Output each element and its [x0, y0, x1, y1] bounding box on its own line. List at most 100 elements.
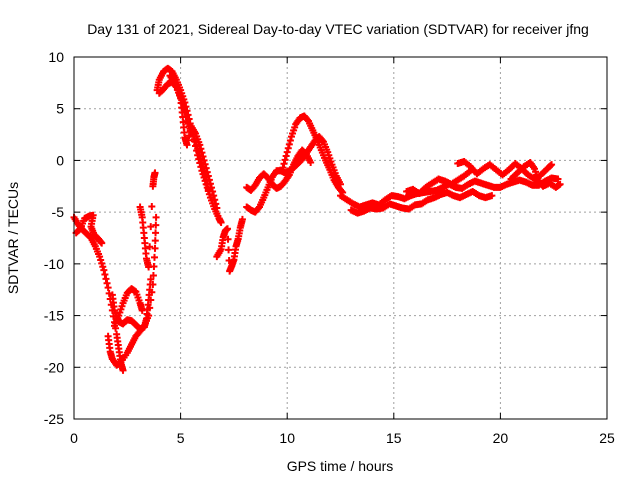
data-point [99, 263, 107, 271]
data-point [180, 104, 188, 112]
series-sat-track-4 [108, 275, 155, 333]
x-axis-label: GPS time / hours [287, 458, 394, 474]
data-point [212, 200, 220, 208]
data-point [181, 108, 189, 116]
data-point [151, 244, 159, 252]
data-point [182, 113, 190, 121]
data-point [198, 159, 206, 167]
data-point [96, 253, 104, 261]
data-point [303, 116, 311, 124]
data-point [174, 86, 182, 94]
data-point [184, 136, 192, 144]
data-point [147, 275, 155, 283]
data-point [104, 284, 112, 292]
data-point [467, 167, 475, 175]
data-point [152, 213, 160, 221]
data-point [148, 202, 156, 210]
plot-frame [73, 56, 608, 420]
data-point [192, 138, 200, 146]
x-tick-label: 20 [493, 430, 509, 446]
data-point [285, 140, 293, 148]
data-point [547, 162, 555, 170]
data-point [196, 151, 204, 159]
data-point [280, 160, 288, 168]
data-point [103, 279, 111, 287]
y-tick-label: -5 [52, 204, 65, 220]
data-point [225, 246, 233, 254]
data-point [97, 256, 105, 264]
data-point [179, 100, 187, 108]
tick-labels: 0 5 10 15 20 25 10 5 0 -5 -10 -15 -20 -25 [44, 49, 615, 446]
data-point [178, 96, 186, 104]
data-point [75, 226, 83, 234]
series-sat-track-17 [507, 158, 564, 191]
data-point [151, 237, 159, 245]
y-tick-label: -25 [44, 411, 64, 427]
series-sat-track-16 [454, 157, 556, 183]
data-point [548, 161, 556, 169]
series-sat-track-1 [70, 213, 127, 374]
series-sat-track-10 [213, 215, 246, 275]
data-point [209, 187, 217, 195]
data-point [100, 266, 108, 274]
data-point [201, 171, 209, 179]
data-point [98, 239, 106, 247]
data-point [152, 229, 160, 237]
data-point [554, 175, 562, 183]
data-point [284, 144, 292, 152]
series-sat-track-9 [166, 72, 212, 193]
data-point [147, 223, 155, 231]
data-point [217, 218, 225, 226]
data-point [145, 263, 153, 271]
data-point [176, 89, 184, 97]
data-point [224, 225, 232, 233]
y-tick-label: -15 [44, 308, 64, 324]
data-point [283, 148, 291, 156]
data-points [70, 64, 564, 374]
y-tick-label: 10 [48, 49, 64, 65]
data-point [556, 180, 564, 188]
data-point [98, 259, 106, 267]
data-point [193, 141, 201, 149]
data-point [150, 253, 158, 261]
series-sat-track-15 [347, 187, 496, 217]
data-point [254, 204, 262, 212]
data-point [238, 215, 246, 223]
x-tick-label: 25 [599, 430, 615, 446]
data-point [286, 137, 294, 145]
data-point [307, 158, 315, 166]
data-point [149, 271, 157, 279]
data-point [203, 181, 211, 189]
data-point [213, 204, 221, 212]
data-point [177, 93, 185, 101]
data-point [282, 152, 290, 160]
y-tick-label: -10 [44, 256, 64, 272]
series-sat-track-12 [243, 146, 315, 194]
data-point [488, 192, 496, 200]
x-tick-label: 5 [177, 430, 185, 446]
y-axis-label: SDTVAR / TECUs [5, 182, 21, 294]
data-point [146, 243, 154, 251]
series-sat-track-13 [279, 112, 347, 196]
data-point [202, 176, 210, 184]
y-tick-label: 5 [56, 101, 64, 117]
series-sat-track-14 [337, 174, 562, 211]
data-point [138, 306, 146, 314]
x-tick-label: 10 [279, 430, 295, 446]
data-point [195, 148, 203, 156]
data-point [197, 155, 205, 163]
data-point [152, 221, 160, 229]
data-point [210, 192, 218, 200]
data-point [151, 169, 159, 177]
series-sat-track-3 [104, 213, 160, 369]
data-point [101, 270, 109, 278]
series-sat-track-18 [403, 167, 475, 198]
data-point [204, 185, 212, 193]
series-sat-track-5 [111, 285, 146, 330]
series-sat-track-6 [136, 169, 159, 271]
data-point [281, 156, 289, 164]
chart-title: Day 131 of 2021, Sidereal Day-to-day VTE… [87, 21, 589, 37]
data-point [119, 366, 127, 374]
